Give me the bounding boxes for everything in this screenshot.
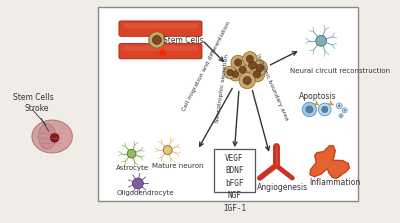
Circle shape [163,146,172,155]
Text: Neurotrophic secretion: Neurotrophic secretion [216,54,230,123]
FancyBboxPatch shape [119,43,202,59]
Text: Stem Cells: Stem Cells [163,36,204,45]
Text: Neural circuit reconstruction: Neural circuit reconstruction [290,68,390,74]
Circle shape [253,70,261,78]
Circle shape [249,66,265,82]
Text: Mature neuron: Mature neuron [152,163,204,169]
Circle shape [318,103,331,116]
Circle shape [322,106,328,113]
Circle shape [152,35,161,44]
Circle shape [302,102,317,117]
Circle shape [50,134,59,142]
Text: Angiogenesis: Angiogenesis [257,183,308,192]
FancyBboxPatch shape [124,46,198,51]
FancyBboxPatch shape [119,21,202,36]
Circle shape [246,55,254,62]
FancyBboxPatch shape [124,23,198,29]
Circle shape [336,103,342,109]
Circle shape [256,64,264,72]
Circle shape [244,57,261,73]
Circle shape [127,149,136,158]
Circle shape [227,69,233,76]
Circle shape [234,59,242,66]
FancyBboxPatch shape [98,6,358,201]
Circle shape [232,71,239,78]
Text: Apoptosis: Apoptosis [298,92,336,101]
Circle shape [236,62,250,77]
Text: VEGF
BDNF
bFGF
NGF
IGF-1: VEGF BDNF bFGF NGF IGF-1 [223,154,246,213]
Circle shape [149,32,165,48]
Circle shape [224,66,236,79]
Circle shape [342,108,347,113]
Text: Astrocyte: Astrocyte [116,165,149,171]
Circle shape [252,60,268,76]
Circle shape [229,67,242,81]
Circle shape [243,76,251,85]
Circle shape [239,72,255,89]
Circle shape [339,114,343,118]
Polygon shape [310,146,349,178]
Circle shape [231,55,245,70]
Ellipse shape [32,120,72,153]
Circle shape [344,109,346,112]
Circle shape [306,106,313,113]
Text: Oligodendrocyte: Oligodendrocyte [116,190,174,196]
Circle shape [316,35,326,46]
Text: Ischemic boundary area: Ischemic boundary area [255,53,289,121]
Ellipse shape [38,124,56,149]
Text: Stroke: Stroke [24,104,49,113]
Circle shape [132,178,143,189]
Circle shape [239,66,246,73]
Circle shape [338,105,340,107]
Text: Inflammation: Inflammation [310,178,361,187]
Circle shape [340,115,342,117]
FancyBboxPatch shape [214,149,255,192]
Text: Stem Cells: Stem Cells [13,93,54,102]
Text: Cell migration and differentiation: Cell migration and differentiation [181,21,231,112]
Circle shape [243,52,257,66]
Circle shape [248,61,257,69]
